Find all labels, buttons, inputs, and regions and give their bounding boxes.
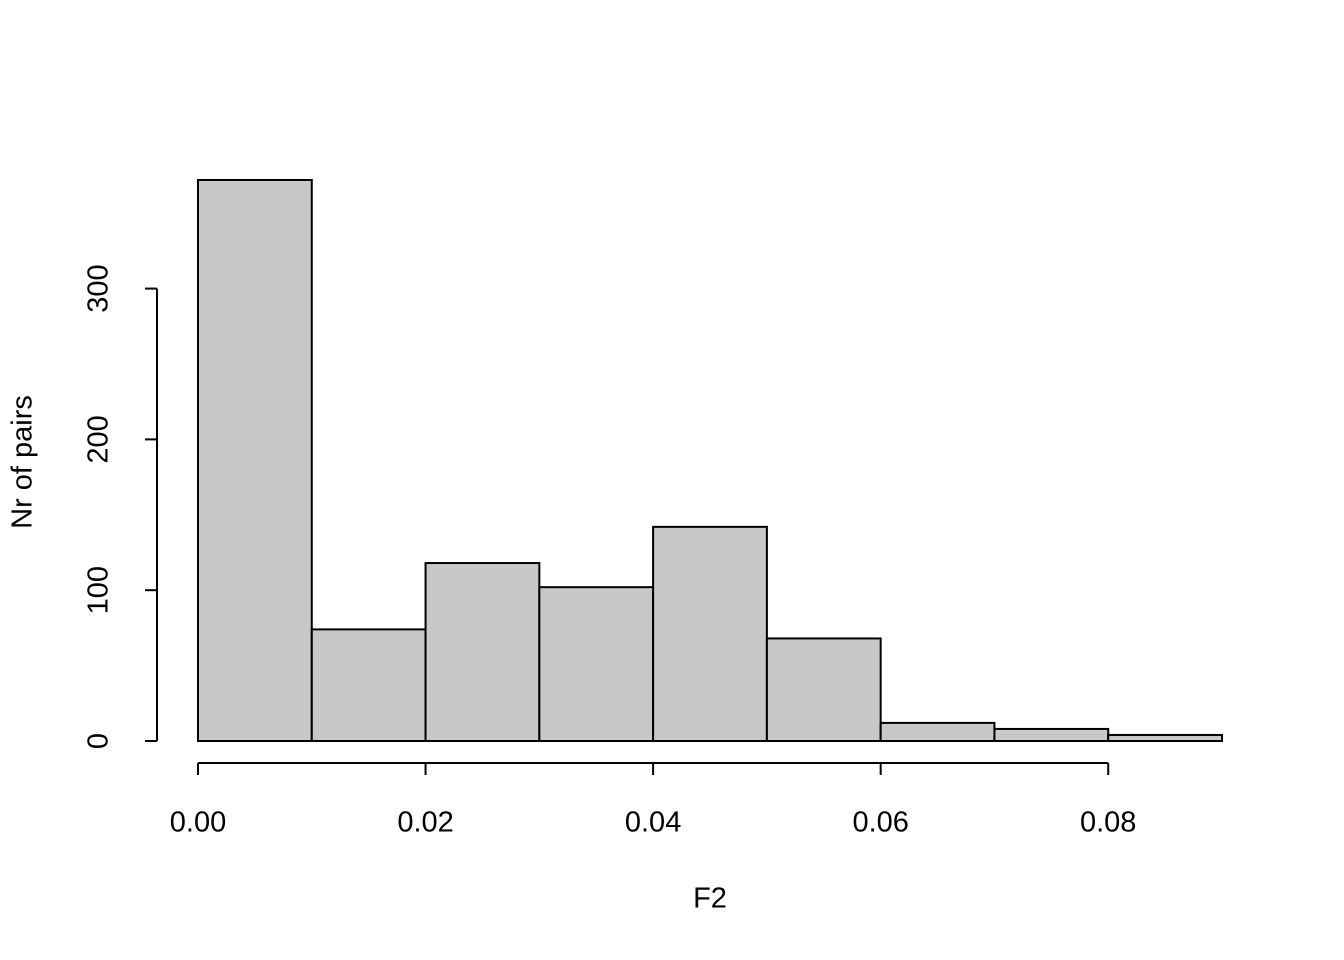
bar: [1107, 733, 1223, 742]
x-tick-label: 0.04: [625, 807, 681, 839]
bar: [310, 628, 427, 742]
bar: [197, 179, 313, 742]
x-axis-label: F2: [693, 883, 727, 915]
x-tick-label: 0.08: [1080, 807, 1136, 839]
y-tick-label: 0: [83, 733, 115, 749]
y-tick-label: 100: [83, 566, 115, 614]
bar: [765, 637, 882, 742]
y-axis-label: Nr of pairs: [7, 395, 39, 529]
y-tick-label: 200: [83, 415, 115, 463]
x-tick-label: 0.06: [852, 807, 908, 839]
bar: [424, 562, 541, 743]
bar: [652, 525, 768, 743]
bar: [538, 586, 655, 743]
bar: [993, 727, 1110, 743]
bar: [879, 721, 996, 742]
x-tick-label: 0.00: [170, 807, 226, 839]
x-tick-label: 0.02: [397, 807, 453, 839]
y-tick-label: 300: [83, 264, 115, 312]
